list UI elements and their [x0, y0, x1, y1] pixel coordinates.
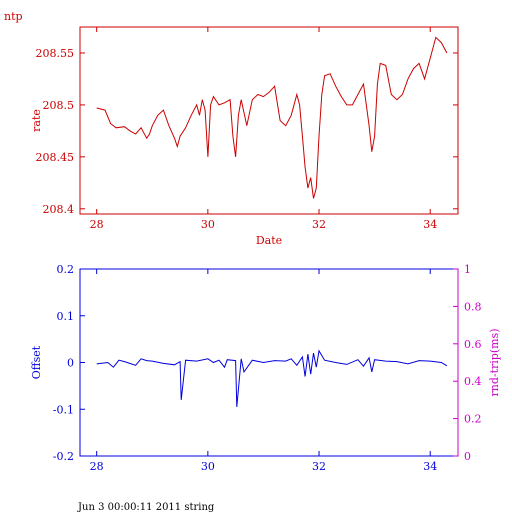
offset-y-tick-label: -0.2	[53, 450, 74, 463]
offset-right-y-tick-label: 1	[464, 263, 471, 276]
rate-x-tick-label: 34	[423, 218, 437, 231]
rate-y-tick-label: 208.45	[36, 151, 75, 164]
offset-x-tick-label: 28	[90, 460, 104, 473]
rate-x-axis-label: Date	[256, 234, 282, 247]
offset-x-tick-label: 32	[312, 460, 326, 473]
offset-right-y-tick-label: 0.6	[464, 338, 482, 351]
offset-right-y-tick-label: 0.4	[464, 375, 482, 388]
offset-x-tick-label: 34	[423, 460, 437, 473]
offset-right-axis-label: rnd-trip(ms)	[488, 329, 501, 397]
offset-y-tick-label: 0.2	[57, 263, 75, 276]
rate-y-tick-label: 208.55	[36, 47, 75, 60]
rate-plot-frame	[79, 26, 459, 215]
rate-y-tick-label: 208.5	[43, 99, 75, 112]
offset-right-y-tick-label: 0	[464, 450, 471, 463]
rate-x-tick-label: 28	[90, 218, 104, 231]
offset-right-y-tick-label: 0.2	[464, 413, 482, 426]
rate-y-axis-label: rate	[30, 109, 43, 132]
rate-series-line-0	[96, 36, 448, 199]
footer-timestamp: Jun 3 00:00:11 2011 string	[77, 502, 215, 512]
header-label: ntp	[4, 10, 23, 23]
offset-y-tick-label: -0.1	[53, 403, 74, 416]
rate-x-tick-label: 32	[312, 218, 326, 231]
offset-x-tick-label: 30	[201, 460, 215, 473]
rate-y-tick-label: 208.4	[43, 203, 75, 216]
offset-series-line-0	[96, 349, 448, 407]
offset-y-tick-label: 0	[67, 357, 74, 370]
offset-y-tick-label: 0.1	[57, 310, 75, 323]
rate-x-tick-label: 30	[201, 218, 215, 231]
offset-right-y-tick-label: 0.8	[464, 300, 482, 313]
offset-y-axis-label: Offset	[30, 345, 43, 379]
